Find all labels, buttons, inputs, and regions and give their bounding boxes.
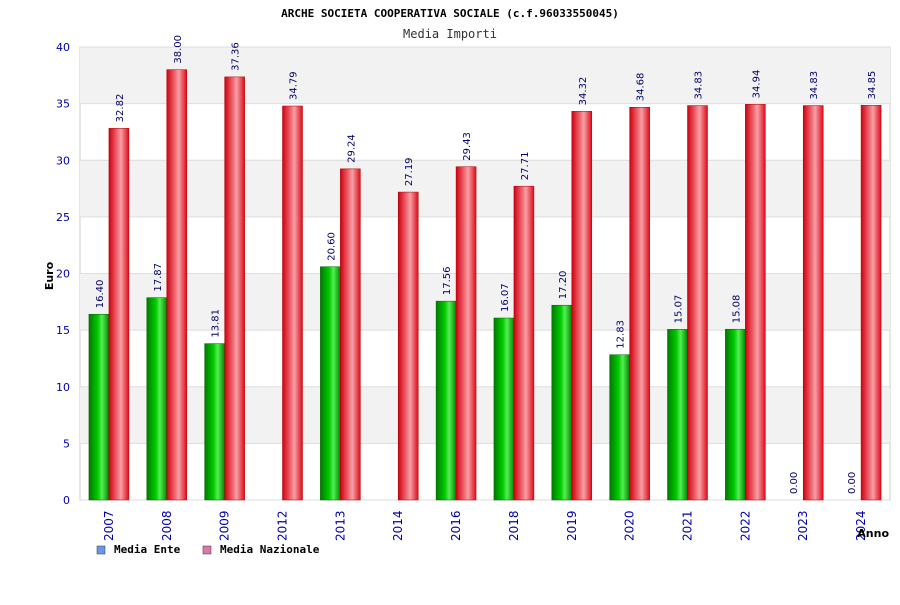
grid-band [80, 386, 890, 444]
value-label-nazionale: 34.83 [694, 71, 705, 100]
bar-media-nazionale [687, 105, 708, 501]
bar-media-ente [204, 343, 225, 501]
bars [88, 69, 882, 501]
bar-media-nazionale [513, 185, 535, 501]
value-label-nazionale: 32.82 [115, 94, 126, 123]
value-label-ente: 20.60 [326, 232, 337, 261]
value-label-nazionale: 29.24 [346, 134, 357, 163]
bar-media-ente [609, 354, 630, 501]
value-label-nazionale: 34.79 [289, 71, 300, 100]
x-tick-label: 2012 [276, 510, 290, 541]
bar-media-ente [88, 314, 110, 501]
bar-media-nazionale [860, 105, 882, 501]
x-axis-label: Anno [857, 527, 889, 540]
bar-media-nazionale [224, 76, 245, 501]
x-tick-label: 2008 [160, 510, 174, 541]
x-axis-ticks: 2007 2008 2009 2012 2013 2014 2016 2018 2019 2020… [102, 510, 868, 541]
value-label-nazionale: 34.32 [578, 77, 589, 106]
value-label-ente: 16.07 [500, 283, 511, 312]
value-label-nazionale: 27.19 [404, 157, 415, 186]
value-label-ente: 15.08 [731, 295, 742, 324]
y-tick-label: 35 [56, 98, 70, 111]
bar-media-ente [435, 300, 457, 501]
bar-media-nazionale [166, 69, 188, 501]
value-label-nazionale: 27.71 [520, 152, 531, 181]
x-tick-label: 2018 [507, 510, 521, 541]
bar-media-nazionale [455, 166, 477, 501]
value-label-nazionale: 34.94 [751, 70, 762, 99]
x-tick-label: 2022 [738, 510, 752, 541]
x-tick-label: 2007 [102, 510, 116, 541]
bar-media-ente [146, 297, 168, 501]
x-tick-label: 2019 [565, 510, 579, 541]
value-labels: 16.40 32.82 17.87 38.00 13.81 37.36 34.79 20.60… [95, 35, 878, 494]
value-label-ente: 15.07 [674, 295, 685, 324]
chart-subtitle: Media Importi [403, 27, 497, 41]
legend-swatch-ente [96, 545, 106, 555]
x-tick-label: 2024 [854, 510, 868, 541]
bar-media-nazionale [802, 105, 824, 501]
y-tick-label: 0 [63, 494, 70, 507]
value-label-ente: 17.87 [153, 263, 164, 292]
bar-media-nazionale [108, 128, 130, 501]
legend-label-nazionale: Media Nazionale [220, 543, 320, 556]
bar-media-nazionale [745, 104, 766, 501]
value-label-nazionale: 34.85 [867, 71, 878, 100]
value-label-nazionale: 34.68 [636, 73, 647, 102]
y-axis-label: Euro [43, 261, 56, 290]
bar-media-ente [725, 328, 746, 501]
value-label-nazionale: 29.43 [462, 132, 473, 161]
bar-media-ente [320, 266, 341, 501]
bar-media-ente [493, 317, 515, 501]
x-tick-label: 2016 [449, 510, 463, 541]
x-tick-label: 2020 [623, 510, 637, 541]
grid-band [80, 273, 890, 331]
legend: Media Ente Media Nazionale [96, 543, 320, 556]
y-tick-label: 30 [56, 154, 70, 167]
x-tick-label: 2009 [218, 510, 232, 541]
bar-media-nazionale [340, 168, 361, 501]
x-tick-label: 2023 [796, 510, 810, 541]
bar-media-nazionale [397, 191, 419, 501]
value-label-nazionale: 34.83 [809, 71, 820, 100]
y-tick-label: 15 [56, 324, 70, 337]
bar-media-ente [551, 304, 573, 501]
x-tick-label: 2013 [333, 510, 347, 541]
value-label-ente: 0.00 [789, 472, 800, 494]
y-tick-label: 40 [56, 41, 70, 54]
legend-swatch-nazionale [202, 545, 212, 555]
value-label-ente: 0.00 [847, 472, 858, 494]
chart-title: ARCHE SOCIETA COOPERATIVA SOCIALE (c.f.9… [281, 7, 619, 20]
grid-band [80, 160, 890, 217]
bar-media-nazionale [571, 111, 593, 501]
y-tick-label: 5 [63, 437, 70, 450]
value-label-nazionale: 38.00 [173, 35, 184, 64]
value-label-ente: 17.56 [442, 266, 453, 295]
bar-media-nazionale [282, 105, 303, 501]
grid-band [80, 47, 890, 104]
y-axis-ticks: 0 5 10 15 20 25 30 35 40 [56, 41, 70, 507]
y-tick-label: 20 [56, 268, 70, 281]
value-label-ente: 16.40 [95, 280, 106, 309]
x-tick-label: 2014 [391, 510, 405, 541]
legend-label-ente: Media Ente [114, 543, 181, 556]
value-label-ente: 12.83 [616, 320, 627, 349]
x-tick-label: 2021 [681, 510, 695, 541]
bar-media-nazionale [629, 106, 650, 501]
y-tick-label: 25 [56, 211, 70, 224]
value-label-ente: 13.81 [211, 309, 222, 338]
y-tick-label: 10 [56, 381, 70, 394]
value-label-nazionale: 37.36 [231, 42, 242, 71]
bar-media-ente [667, 329, 688, 501]
value-label-ente: 17.20 [558, 271, 569, 300]
